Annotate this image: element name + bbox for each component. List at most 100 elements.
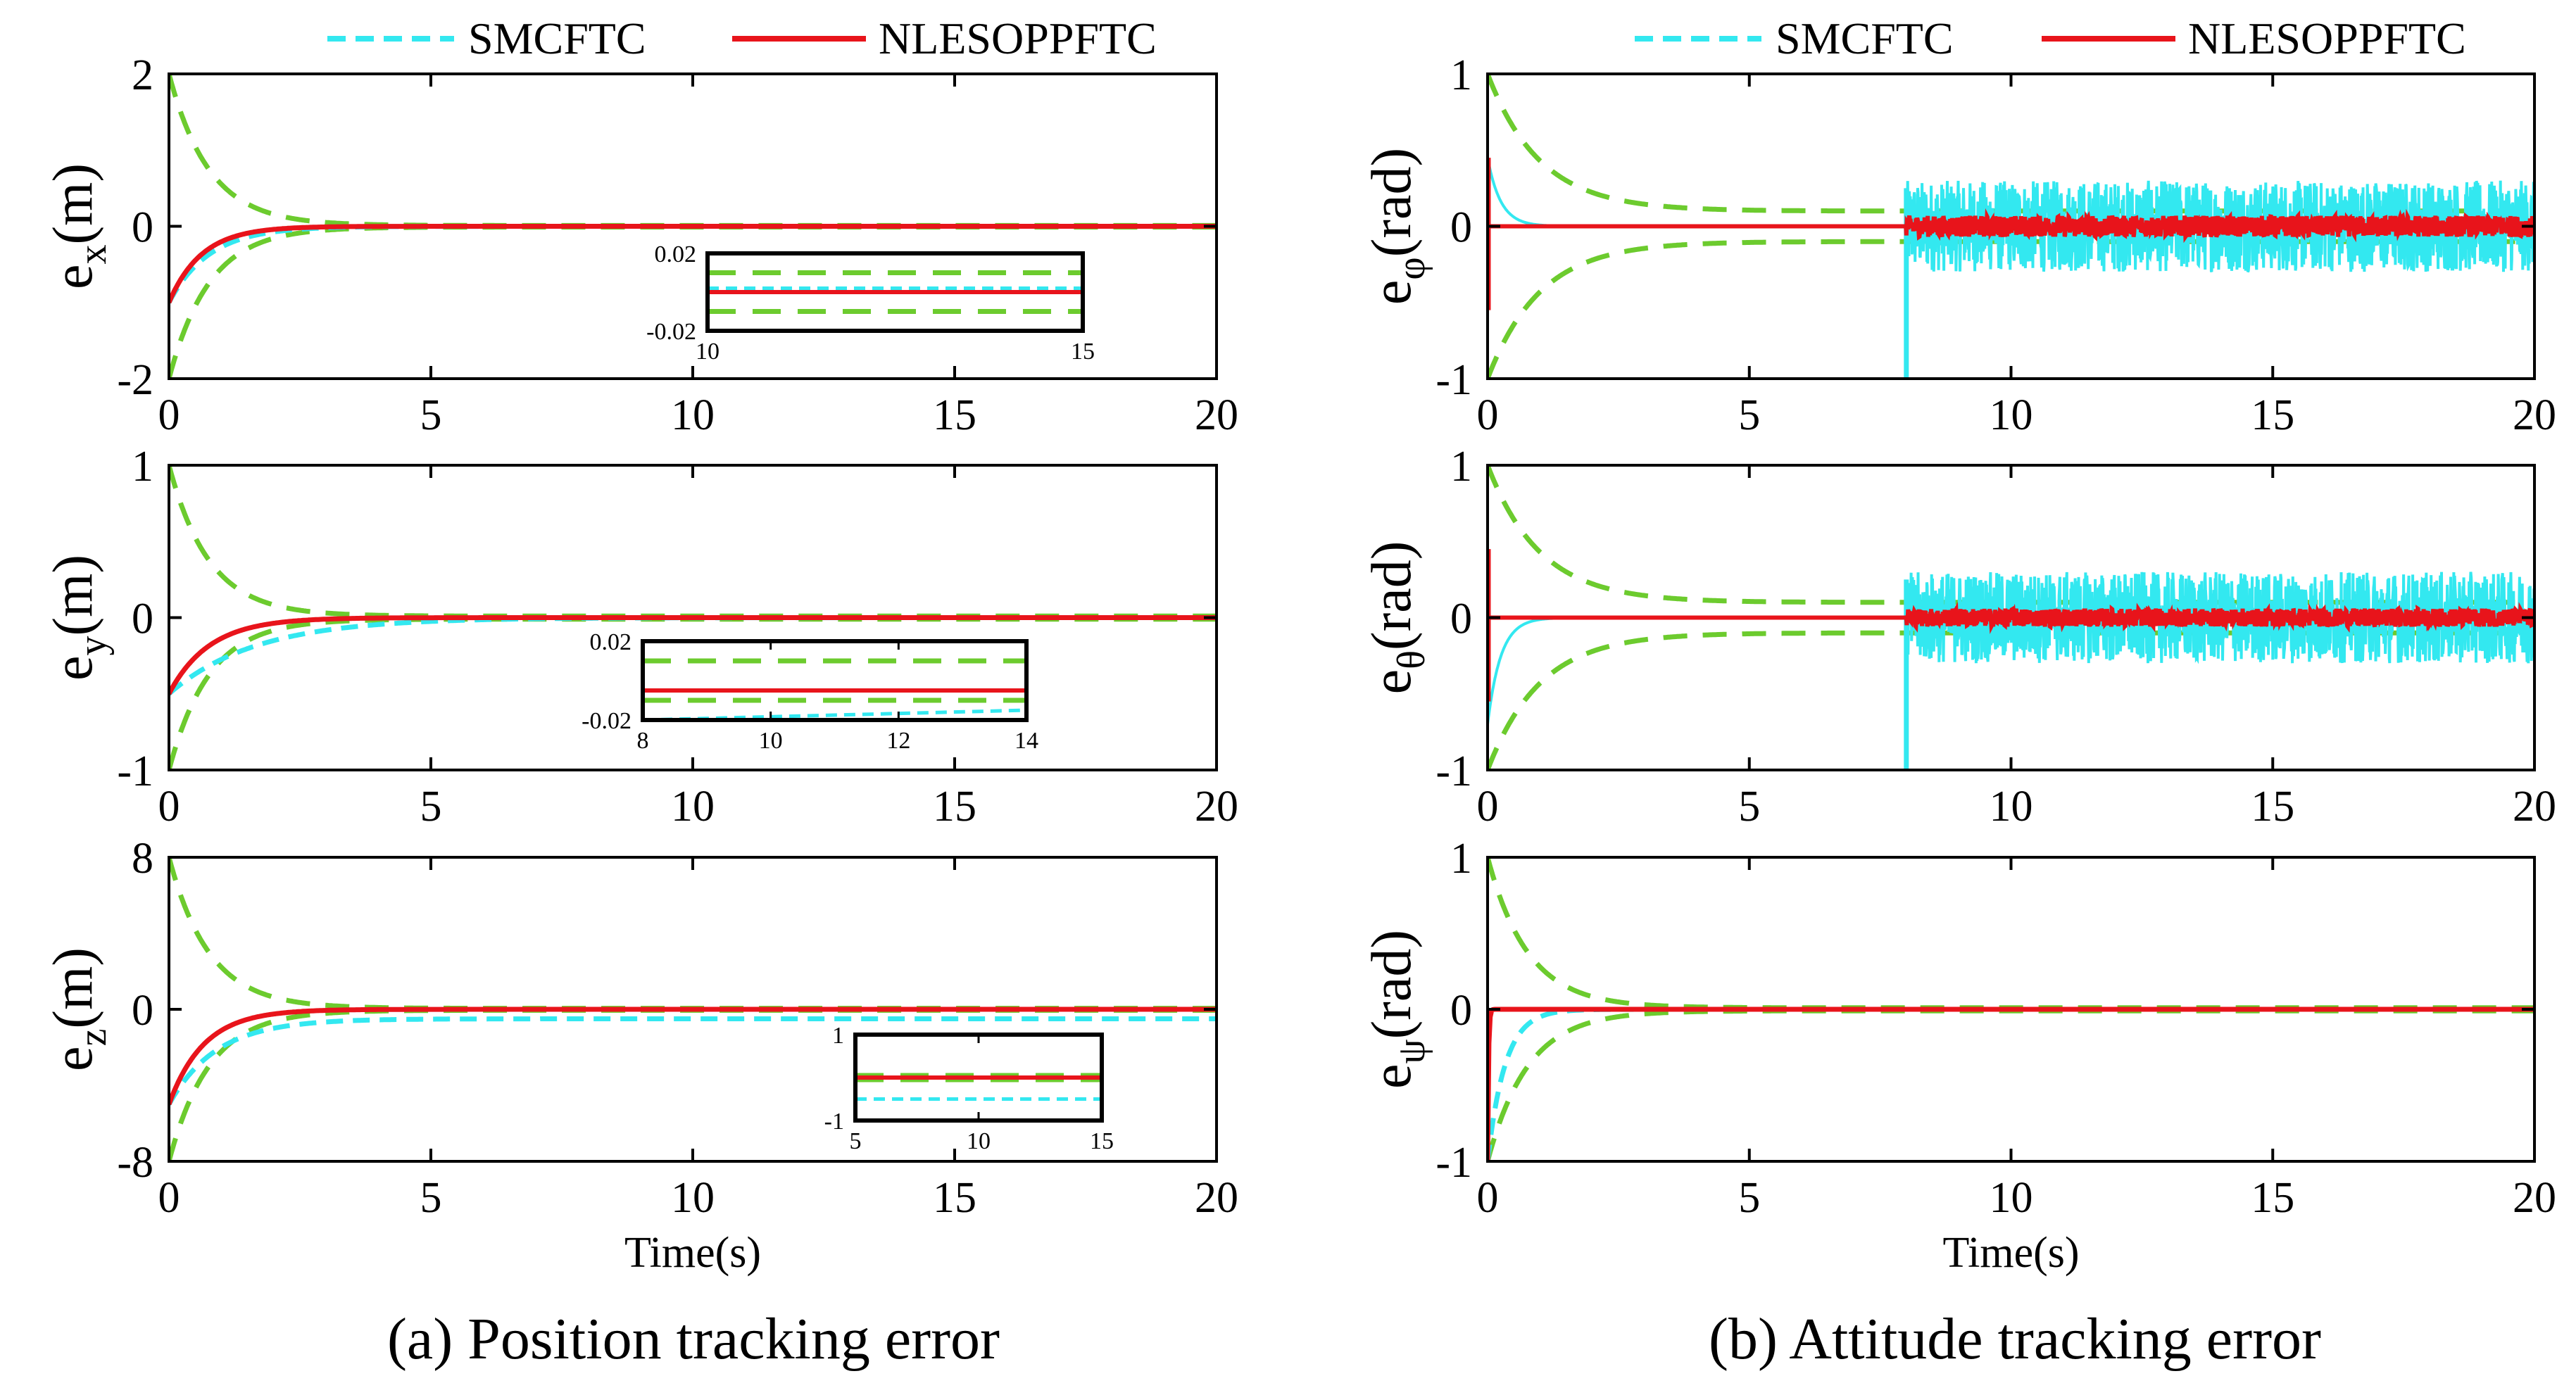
y-tick-label: 1 <box>132 443 153 491</box>
x-tick-label: 20 <box>1195 783 1238 831</box>
x-tick-label: 10 <box>1990 1174 2033 1222</box>
inset-x-tick-label: 10 <box>696 339 720 365</box>
legend-b: SMCFTC NLESOPPFTC <box>1635 13 2466 63</box>
y-label-subscript: z <box>71 1029 115 1047</box>
x-tick-label: 20 <box>1195 391 1238 439</box>
y-label-main: e <box>1361 280 1423 305</box>
inset-ex: 10 15 -0.02 0.02 <box>646 241 1095 365</box>
x-tick-label: 10 <box>1990 783 2033 831</box>
x-axis-label: Time(s) <box>624 1229 761 1277</box>
y-tick-label: 1 <box>1450 51 1472 99</box>
y-tick-label: -1 <box>1435 747 1472 795</box>
smc-series-line <box>1488 1006 2534 1161</box>
x-tick-label: 0 <box>1477 783 1499 831</box>
smc-series-line <box>1488 157 2534 273</box>
x-tick-label: 20 <box>1195 1174 1238 1222</box>
inset-y-tick-label: -0.02 <box>582 708 632 734</box>
nleso-series-line <box>1488 208 2534 244</box>
y-tick-label: 0 <box>132 987 153 1035</box>
x-tick-label: 10 <box>1990 391 2033 439</box>
plot-area-ephi <box>1488 74 2534 379</box>
y-tick-label: 0 <box>132 204 153 252</box>
y-tick-label: -1 <box>1435 356 1472 404</box>
x-tick-label: 5 <box>420 783 442 831</box>
upper-bound-line <box>169 74 1217 228</box>
x-tick-label: 15 <box>2251 391 2294 439</box>
inset-background <box>643 641 1026 720</box>
x-tick-label: 5 <box>1738 1174 1760 1222</box>
inset-y-tick-label: 1 <box>832 1023 844 1049</box>
nleso-series-line <box>169 615 1217 695</box>
inset-y-tick-label: 0.02 <box>590 629 632 655</box>
y-label-unit: (m) <box>42 947 104 1029</box>
y-label-subscript: x <box>71 245 115 265</box>
y-label-main: e <box>1361 669 1423 695</box>
y-label-subscript: θ <box>1390 650 1433 669</box>
y-label-unit: (m) <box>42 555 104 636</box>
plot-area-ey <box>169 465 1217 770</box>
x-tick-label: 15 <box>933 391 976 439</box>
y-axis-label: eφ(rad) <box>1361 148 1433 305</box>
inset-x-tick-label: 10 <box>967 1128 991 1154</box>
y-tick-label: 8 <box>132 835 153 883</box>
upper-bound-line <box>169 857 1217 1011</box>
y-tick-label: 0 <box>1450 987 1472 1035</box>
x-tick-label: 15 <box>2251 1174 2294 1222</box>
inset-y-tick-label: -1 <box>824 1109 844 1135</box>
nleso-series-line <box>1488 602 2534 634</box>
x-tick-label: 15 <box>933 783 976 831</box>
y-axis-label: eψ(rad) <box>1361 930 1433 1089</box>
y-label-subscript: φ <box>1390 257 1433 279</box>
plot-area-epsi <box>1488 857 2534 1161</box>
y-axis-label: ex(m) <box>42 163 115 289</box>
y-axis-label: ey(m) <box>42 555 115 681</box>
x-tick-label: 0 <box>1477 391 1499 439</box>
y-tick-label: -8 <box>117 1139 153 1187</box>
inset-x-tick-label: 12 <box>886 728 910 754</box>
x-tick-label: 15 <box>933 1174 976 1222</box>
x-tick-label: 10 <box>671 783 715 831</box>
x-tick-label: 0 <box>158 1174 180 1222</box>
x-tick-label: 15 <box>2251 783 2294 831</box>
plot-area-ez <box>169 857 1217 1161</box>
nleso-series-line <box>1488 1006 2534 1161</box>
x-tick-label: 0 <box>158 391 180 439</box>
legend-a: SMCFTC NLESOPPFTC <box>327 13 1157 63</box>
x-tick-label: 10 <box>671 1174 715 1222</box>
inset-ez: 5 10 15 1 -1 <box>824 1023 1114 1154</box>
inset-frame <box>641 639 1029 722</box>
x-axis-label: Time(s) <box>1942 1229 2079 1277</box>
caption-b: (b) Attitude tracking error <box>1709 1306 2321 1372</box>
x-tick-label: 0 <box>158 783 180 831</box>
y-label-unit: (m) <box>42 163 104 245</box>
y-label-subscript: ψ <box>1390 1039 1433 1063</box>
nleso-series-line <box>169 1006 1217 1106</box>
inset-ey: 8 10 12 14 0.02 -0.02 <box>582 629 1038 754</box>
y-label-unit: (rad) <box>1361 148 1423 257</box>
y-label-subscript: y <box>71 636 115 656</box>
inset-x-tick-label: 15 <box>1090 1128 1114 1154</box>
y-tick-label: -1 <box>117 747 153 795</box>
x-tick-label: 20 <box>2513 1174 2556 1222</box>
inset-x-tick-label: 15 <box>1071 339 1095 365</box>
y-label-main: e <box>42 1046 104 1071</box>
upper-bound-line <box>169 465 1217 619</box>
inset-y-tick-label: 0.02 <box>655 241 697 267</box>
y-tick-label: 2 <box>132 51 153 99</box>
y-tick-label: 1 <box>1450 443 1472 491</box>
y-label-unit: (rad) <box>1361 541 1423 650</box>
x-tick-label: 5 <box>420 1174 442 1222</box>
inset-x-tick-label: 14 <box>1014 728 1038 754</box>
y-tick-label: -2 <box>117 356 153 404</box>
y-label-main: e <box>42 265 104 290</box>
caption-a: (a) Position tracking error <box>387 1306 1000 1372</box>
upper-bound-line <box>1488 857 2534 1011</box>
y-label-main: e <box>42 656 104 681</box>
